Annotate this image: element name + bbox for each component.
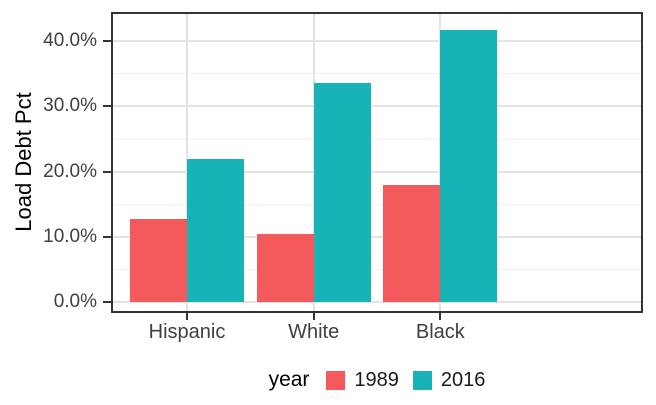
bar-1989-hispanic [130, 219, 187, 302]
bar-2016-hispanic [187, 159, 244, 302]
bar-2016-black [440, 29, 498, 302]
bar-2016-white [313, 83, 371, 302]
legend-swatch-2016 [412, 370, 432, 390]
legend-title: year [268, 368, 310, 391]
gridline-minor [111, 268, 643, 270]
x-tick-label: White [288, 321, 340, 343]
y-tick-label: 40.0% [43, 30, 97, 52]
gridline-minor [111, 203, 643, 205]
y-tick-mark [103, 301, 111, 303]
legend: year 1989 2016 [111, 362, 643, 398]
gridline-minor [111, 138, 643, 140]
legend-item-1989: 1989 [326, 369, 399, 392]
x-tick-mark [186, 313, 188, 320]
y-tick-label: 0.0% [53, 291, 97, 312]
gridline-major [111, 40, 643, 43]
y-tick-label: 10.0% [43, 225, 97, 247]
y-tick-mark [103, 170, 111, 173]
x-tick-label: Black [415, 321, 465, 343]
x-tick-label: Hispanic [148, 321, 226, 343]
legend-label-1989: 1989 [354, 368, 399, 391]
gridline-major [111, 301, 643, 303]
plot-panel [111, 12, 643, 313]
gridline-major [111, 170, 643, 173]
gridline-minor [111, 73, 643, 75]
legend-item-2016: 2016 [412, 368, 486, 392]
gridline-major [111, 235, 643, 238]
x-tick-mark [439, 313, 442, 320]
y-tick-label: 30.0% [43, 95, 97, 117]
y-tick-label: 20.0% [43, 160, 97, 182]
legend-items: 1989 2016 [326, 369, 485, 392]
legend-swatch-1989 [326, 370, 346, 390]
x-tick-mark [312, 313, 315, 320]
y-tick-mark [103, 235, 111, 238]
gridline-major [111, 105, 643, 108]
bar-1989-white [256, 234, 314, 302]
y-tick-mark [103, 105, 111, 108]
y-tick-mark [103, 40, 111, 43]
bar-1989-black [383, 185, 441, 302]
legend-label-2016: 2016 [440, 368, 486, 391]
